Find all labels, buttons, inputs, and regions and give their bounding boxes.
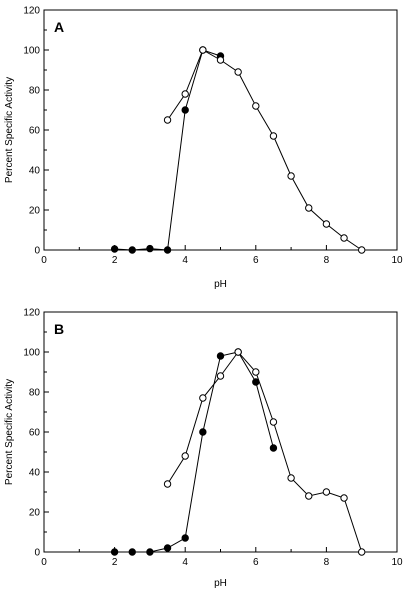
y-tick-label: 0 xyxy=(34,548,40,559)
x-tick-label: 2 xyxy=(112,557,118,568)
y-tick-label: 40 xyxy=(29,468,41,479)
data-point-open-circle xyxy=(358,548,366,556)
x-axis-title: pH xyxy=(214,578,227,589)
data-point-filled-circle xyxy=(269,444,278,452)
x-tick-label: 8 xyxy=(324,557,330,568)
data-point-open-circle xyxy=(305,204,313,212)
y-tick-label: 60 xyxy=(29,428,41,439)
x-tick-label: 4 xyxy=(182,557,188,568)
x-tick-label: 0 xyxy=(41,255,47,266)
data-point-filled-circle xyxy=(199,428,207,436)
x-tick-label: 2 xyxy=(112,255,118,266)
y-tick-label: 120 xyxy=(23,6,40,17)
data-point-open-circle xyxy=(287,474,295,482)
data-point-open-circle xyxy=(305,492,313,500)
data-point-filled-circle xyxy=(128,246,136,254)
data-point-filled-circle xyxy=(252,378,260,386)
data-point-filled-circle xyxy=(181,534,189,542)
x-tick-label: 8 xyxy=(324,255,330,266)
data-point-open-circle xyxy=(252,102,260,110)
x-tick-label: 6 xyxy=(253,557,259,568)
data-point-open-circle xyxy=(322,220,331,228)
data-point-open-circle xyxy=(163,116,172,124)
y-tick-label: 80 xyxy=(29,86,41,97)
series-line-filled-circle xyxy=(114,49,221,251)
data-point-filled-circle xyxy=(110,548,119,556)
data-point-open-circle xyxy=(199,394,207,402)
data-point-open-circle xyxy=(358,246,366,254)
x-axis-title: pH xyxy=(214,279,227,290)
data-point-filled-circle xyxy=(110,245,119,253)
y-tick-label: 80 xyxy=(29,388,41,399)
data-point-open-circle xyxy=(252,368,260,376)
data-point-filled-circle xyxy=(216,352,225,360)
data-point-open-circle xyxy=(340,494,348,502)
data-point-filled-circle xyxy=(146,244,154,253)
x-tick-label: 10 xyxy=(391,255,403,266)
data-point-filled-circle xyxy=(181,106,189,114)
data-point-open-circle xyxy=(234,68,242,76)
panel-letter: B xyxy=(54,321,64,337)
data-point-open-circle xyxy=(322,488,331,496)
plot-frame xyxy=(43,9,398,251)
y-tick-label: 0 xyxy=(34,246,40,257)
data-point-open-circle xyxy=(181,90,189,98)
y-tick-label: 40 xyxy=(29,166,41,177)
x-tick-label: 10 xyxy=(391,557,403,568)
x-tick-label: 4 xyxy=(182,255,188,266)
data-point-filled-circle xyxy=(163,246,172,254)
y-tick-label: 60 xyxy=(29,126,41,137)
series-line-open-circle xyxy=(167,351,363,553)
x-tick-label: 0 xyxy=(41,557,47,568)
data-point-open-circle xyxy=(234,348,242,356)
y-tick-label: 20 xyxy=(29,206,41,217)
series-line-open-circle xyxy=(167,49,362,251)
data-point-open-circle xyxy=(199,46,207,54)
data-point-open-circle xyxy=(340,234,348,242)
data-point-open-circle xyxy=(287,172,295,180)
data-point-open-circle xyxy=(163,480,172,488)
data-point-open-circle xyxy=(181,452,189,460)
panel-letter: A xyxy=(54,19,64,35)
y-tick-label: 100 xyxy=(23,46,40,57)
series-line-filled-circle xyxy=(114,351,274,553)
data-point-filled-circle xyxy=(146,548,154,556)
y-tick-label: 20 xyxy=(29,508,41,519)
data-point-open-circle xyxy=(216,372,225,380)
y-tick-label: 120 xyxy=(23,308,40,319)
y-axis-title: Percent Specific Activity xyxy=(4,77,15,183)
data-point-open-circle xyxy=(269,418,278,426)
y-axis-title: Percent Specific Activity xyxy=(4,379,15,485)
data-point-open-circle xyxy=(216,56,225,64)
data-point-filled-circle xyxy=(128,548,136,556)
x-tick-label: 6 xyxy=(253,255,259,266)
y-tick-label: 100 xyxy=(23,348,40,359)
plot-frame xyxy=(43,311,398,553)
data-point-open-circle xyxy=(269,132,278,140)
data-point-filled-circle xyxy=(163,544,172,552)
